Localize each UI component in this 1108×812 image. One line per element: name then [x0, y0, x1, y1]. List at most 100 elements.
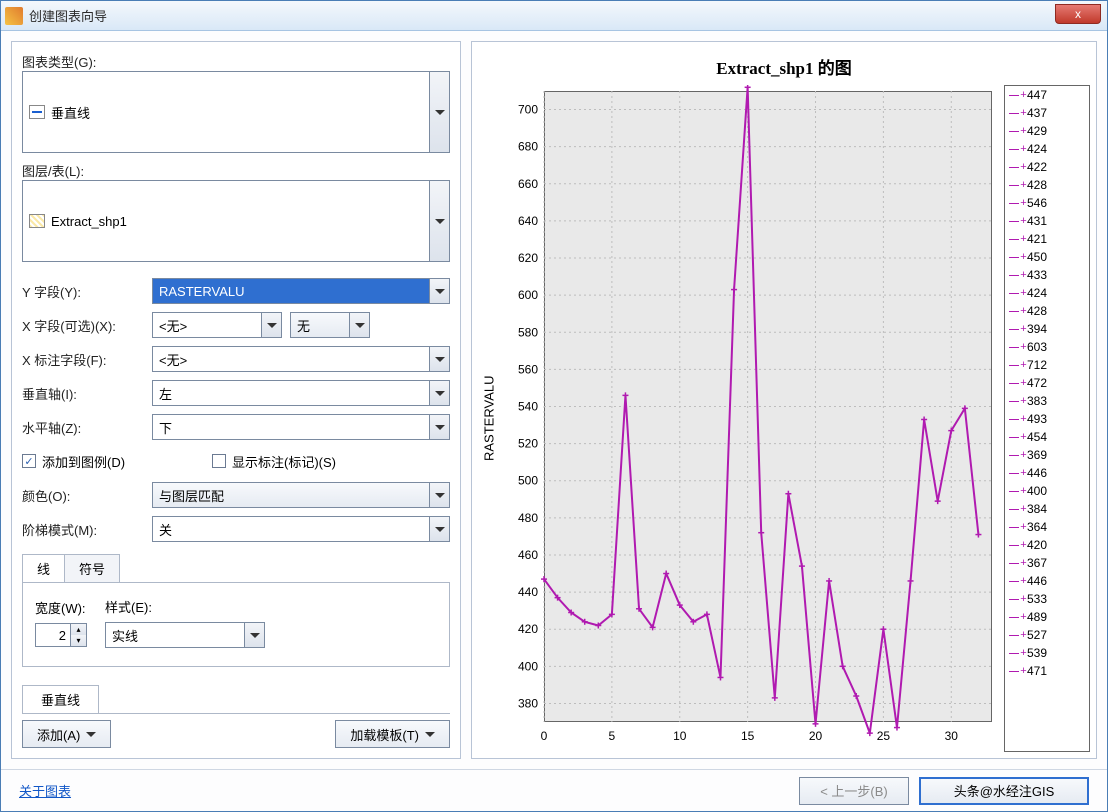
svg-text:460: 460 — [518, 548, 538, 562]
legend-item: 369 — [1005, 446, 1089, 464]
svg-text:640: 640 — [518, 214, 538, 228]
step-combo[interactable]: 关 — [152, 516, 450, 542]
horiz-axis-label: 水平轴(Z): — [22, 418, 152, 437]
svg-text:580: 580 — [518, 325, 538, 339]
chevron-down-icon — [429, 415, 449, 439]
svg-text:20: 20 — [809, 729, 823, 743]
svg-text:0: 0 — [541, 729, 548, 743]
legend-item: 493 — [1005, 410, 1089, 428]
chevron-down-icon — [429, 483, 449, 507]
tab-symbol[interactable]: 符号 — [64, 554, 120, 582]
svg-text:540: 540 — [518, 400, 538, 414]
spin-down-icon[interactable]: ▾ — [71, 635, 86, 646]
prev-button[interactable]: < 上一步(B) — [799, 777, 909, 805]
color-combo[interactable]: 与图层匹配 — [152, 482, 450, 508]
x-labelfield-value: <无> — [159, 350, 187, 369]
legend-item: 428 — [1005, 176, 1089, 194]
watermark-overlay: 头条@水经注GIS — [954, 781, 1055, 800]
x-labelfield-combo[interactable]: <无> — [152, 346, 450, 372]
style-label: 样式(E): — [105, 597, 437, 616]
legend-item: 712 — [1005, 356, 1089, 374]
legend-item: 422 — [1005, 158, 1089, 176]
horiz-axis-value: 下 — [159, 418, 172, 437]
chart-type-combo[interactable]: 垂直线 — [22, 71, 450, 153]
add-legend-checkbox[interactable]: ✓ 添加到图例(D) — [22, 452, 212, 471]
legend-item: 527 — [1005, 626, 1089, 644]
svg-text:520: 520 — [518, 437, 538, 451]
width-input[interactable] — [36, 628, 70, 643]
horiz-axis-combo[interactable]: 下 — [152, 414, 450, 440]
tab-line[interactable]: 线 — [22, 554, 65, 582]
legend-item: 603 — [1005, 338, 1089, 356]
app-icon — [5, 7, 23, 25]
linestyle-value: 实线 — [112, 626, 138, 645]
width-spinner[interactable]: ▴ ▾ — [35, 623, 87, 647]
chevron-down-icon — [244, 623, 264, 647]
vert-axis-combo[interactable]: 左 — [152, 380, 450, 406]
svg-text:10: 10 — [673, 729, 687, 743]
add-series-button[interactable]: 添加(A) — [22, 720, 111, 748]
width-label: 宽度(W): — [35, 598, 87, 617]
legend-item: 437 — [1005, 104, 1089, 122]
x-field-label: X 字段(可选)(X): — [22, 316, 152, 335]
spinner-buttons[interactable]: ▴ ▾ — [70, 624, 86, 646]
chevron-down-icon — [429, 279, 449, 303]
layer-icon — [29, 214, 45, 228]
svg-text:400: 400 — [518, 659, 538, 673]
chevron-down-icon — [429, 347, 449, 371]
legend-item: 539 — [1005, 644, 1089, 662]
svg-text:500: 500 — [518, 474, 538, 488]
y-axis-label: RASTERVALU — [478, 85, 500, 752]
x-field-combo2[interactable]: 无 — [290, 312, 370, 338]
vert-axis-label: 垂直轴(I): — [22, 384, 152, 403]
main-row: 图表类型(G): 垂直线 图层/表(L): Extract_shp1 Y 字段(… — [1, 31, 1107, 769]
legend-item: 454 — [1005, 428, 1089, 446]
legend-item: 429 — [1005, 122, 1089, 140]
x-labelfield-label: X 标注字段(F): — [22, 350, 152, 369]
y-field-combo[interactable]: RASTERVALU — [152, 278, 450, 304]
legend-item: 367 — [1005, 554, 1089, 572]
svg-text:680: 680 — [518, 140, 538, 154]
add-legend-label: 添加到图例(D) — [42, 452, 125, 471]
legend-item: 394 — [1005, 320, 1089, 338]
svg-text:480: 480 — [518, 511, 538, 525]
chevron-down-icon — [429, 181, 449, 261]
chart-title: Extract_shp1 的图 — [478, 48, 1090, 85]
svg-text:620: 620 — [518, 251, 538, 265]
legend-item: 533 — [1005, 590, 1089, 608]
legend-item: 447 — [1005, 86, 1089, 104]
legend-item: 424 — [1005, 140, 1089, 158]
about-chart-link[interactable]: 关于图表 — [19, 781, 71, 800]
close-button[interactable]: x — [1055, 4, 1101, 24]
svg-text:25: 25 — [877, 729, 891, 743]
tab-line-body: 宽度(W): ▴ ▾ 样式(E): 实线 — [22, 582, 450, 667]
color-value: 与图层匹配 — [159, 486, 224, 505]
layer-combo[interactable]: Extract_shp1 — [22, 180, 450, 262]
legend-item: 446 — [1005, 572, 1089, 590]
y-field-value: RASTERVALU — [159, 284, 245, 299]
series-tab[interactable]: 垂直线 — [22, 685, 99, 713]
svg-text:5: 5 — [609, 729, 616, 743]
chevron-down-icon — [429, 72, 449, 152]
chart-wizard-window: 创建图表向导 x 图表类型(G): 垂直线 图层/表(L): Extract_s… — [0, 0, 1108, 812]
layer-value: Extract_shp1 — [51, 214, 127, 229]
legend-item: 400 — [1005, 482, 1089, 500]
vert-axis-value: 左 — [159, 384, 172, 403]
checkbox-icon: ✓ — [22, 454, 36, 468]
svg-text:380: 380 — [518, 696, 538, 710]
x-field-combo[interactable]: <无> — [152, 312, 282, 338]
legend-item: 472 — [1005, 374, 1089, 392]
chart-row: RASTERVALU 38040042044046048050052054056… — [478, 85, 1090, 752]
y-field-label: Y 字段(Y): — [22, 282, 152, 301]
show-labels-label: 显示标注(标记)(S) — [232, 452, 336, 471]
legend: 4474374294244224285464314214504334244283… — [1004, 85, 1090, 752]
spin-up-icon[interactable]: ▴ — [71, 624, 86, 635]
show-labels-checkbox[interactable]: 显示标注(标记)(S) — [212, 452, 336, 471]
x-field-value2: 无 — [297, 316, 310, 335]
next-button[interactable]: 头条@水经注GIS — [919, 777, 1089, 805]
legend-item: 383 — [1005, 392, 1089, 410]
legend-item: 489 — [1005, 608, 1089, 626]
legend-item: 424 — [1005, 284, 1089, 302]
linestyle-combo[interactable]: 实线 — [105, 622, 265, 648]
load-template-button[interactable]: 加载模板(T) — [335, 720, 450, 748]
